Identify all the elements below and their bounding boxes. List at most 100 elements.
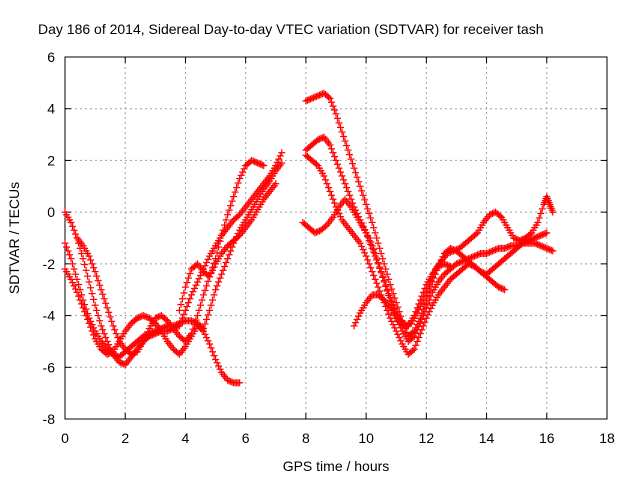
data-point (227, 202, 235, 210)
data-point (69, 260, 77, 268)
data-point (192, 261, 200, 269)
data-point (412, 308, 420, 316)
data-point (183, 279, 191, 287)
data-point (443, 261, 451, 269)
data-point (483, 250, 491, 258)
data-point (153, 314, 161, 322)
data-point (224, 376, 232, 384)
data-point (388, 297, 396, 305)
data-point (374, 283, 382, 291)
data-point (96, 317, 104, 325)
data-point (105, 308, 113, 316)
data-point (85, 319, 93, 327)
data-point (326, 94, 334, 102)
data-point (63, 243, 71, 251)
data-point (187, 317, 195, 325)
x-tick-label: 6 (242, 430, 250, 446)
data-point (165, 326, 173, 334)
data-point (318, 90, 326, 98)
data-point (103, 304, 111, 312)
data-point (257, 160, 265, 168)
data-point (142, 313, 150, 321)
data-point (511, 235, 519, 243)
data-point (421, 284, 429, 292)
data-point (466, 261, 474, 269)
data-point (547, 246, 555, 254)
data-point (368, 218, 376, 226)
data-point (534, 218, 542, 226)
data-point (201, 262, 209, 270)
data-point (192, 281, 200, 289)
data-point (410, 345, 418, 353)
data-point (338, 172, 346, 180)
data-point (192, 316, 200, 324)
data-point (240, 165, 248, 173)
data-point (108, 317, 116, 325)
data-point (335, 209, 343, 217)
data-point (94, 277, 102, 285)
data-point (254, 159, 262, 167)
data-point (61, 239, 69, 247)
data-point (258, 161, 266, 169)
data-point (312, 228, 320, 236)
data-point (541, 229, 549, 237)
data-point (97, 286, 105, 294)
data-point (100, 330, 108, 338)
data-point (365, 209, 373, 217)
data-point (210, 352, 218, 360)
data-point (189, 288, 197, 296)
data-point (490, 209, 498, 217)
data-points (61, 89, 557, 387)
data-point (184, 274, 192, 282)
data-point (317, 134, 325, 142)
data-point (344, 146, 352, 154)
y-tick-label: -2 (43, 256, 56, 272)
data-point (409, 328, 417, 336)
data-point (361, 249, 369, 257)
data-point (484, 249, 492, 257)
data-point (103, 337, 111, 345)
data-point (79, 304, 87, 312)
data-point (178, 314, 186, 322)
data-point (66, 251, 74, 259)
data-point (88, 290, 96, 298)
data-point (475, 250, 483, 258)
data-point (145, 332, 153, 340)
data-point (538, 242, 546, 250)
data-point (69, 222, 77, 230)
data-point (374, 239, 382, 247)
data-point (364, 256, 372, 264)
data-point (207, 301, 215, 309)
data-point (130, 349, 138, 357)
data-point (72, 230, 80, 238)
data-point (455, 259, 463, 267)
data-point (424, 311, 432, 319)
y-axis-label: SDTVAR / TECUs (6, 182, 22, 294)
data-point (198, 326, 206, 334)
data-point (457, 258, 465, 266)
data-point (474, 251, 482, 259)
data-point (314, 228, 322, 236)
data-point (516, 237, 524, 245)
data-point (252, 158, 260, 166)
data-point (139, 337, 147, 345)
data-point (115, 358, 123, 366)
data-point (233, 184, 241, 192)
data-point (132, 348, 140, 356)
data-point (180, 317, 188, 325)
data-point (421, 301, 429, 309)
data-point (133, 314, 141, 322)
data-point (103, 350, 111, 358)
data-point (330, 106, 338, 114)
data-point (362, 252, 370, 260)
data-point (85, 252, 93, 260)
data-point (186, 270, 194, 278)
data-point (383, 270, 391, 278)
data-point (535, 232, 543, 240)
data-point (190, 321, 198, 329)
data-point (446, 248, 454, 256)
data-point (210, 291, 218, 299)
data-point (78, 300, 86, 308)
data-point (537, 231, 545, 239)
data-point (85, 278, 93, 286)
